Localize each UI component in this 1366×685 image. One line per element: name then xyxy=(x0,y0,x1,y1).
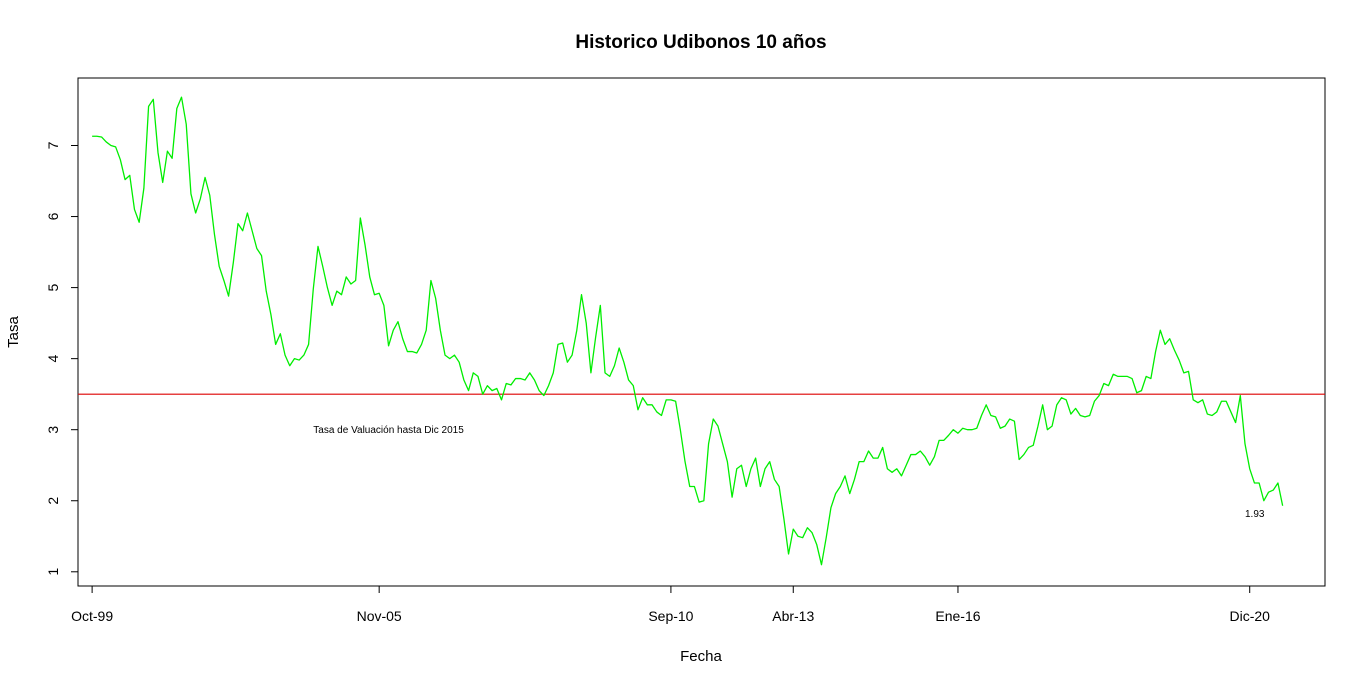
y-tick-label: 7 xyxy=(45,141,61,149)
y-axis-label: Tasa xyxy=(5,316,22,348)
x-tick-label: Nov-05 xyxy=(357,608,402,624)
plot-frame xyxy=(77,77,1326,587)
series-group xyxy=(92,96,1284,566)
x-tick-label: Dic-20 xyxy=(1229,608,1270,624)
y-tick-label: 4 xyxy=(45,355,61,363)
y-tick-label: 6 xyxy=(45,212,61,220)
x-tick-label: Oct-99 xyxy=(71,608,113,624)
x-axis: Oct-99 Nov-05 Sep-10 Abr-13 Ene-16 Dic-20 xyxy=(71,585,1270,624)
y-tick-label: 3 xyxy=(45,426,61,434)
y-tick-label: 2 xyxy=(45,497,61,505)
y-axis: 1 2 3 4 5 6 7 xyxy=(45,141,79,576)
chart-title: Historico Udibonos 10 años xyxy=(575,32,826,53)
x-axis-label: Fecha xyxy=(680,648,722,665)
y-tick-label: 1 xyxy=(45,568,61,576)
y-tick-label: 5 xyxy=(45,283,61,291)
x-tick-label: Ene-16 xyxy=(935,608,980,624)
annotation-text: Tasa de Valuación hasta Dic 2015 xyxy=(313,425,464,436)
annotation-text: 1.93 xyxy=(1245,509,1265,520)
x-tick-label: Sep-10 xyxy=(648,608,693,624)
x-tick-label: Abr-13 xyxy=(772,608,814,624)
series-line xyxy=(92,96,1284,566)
annotations: Tasa de Valuación hasta Dic 2015 1.93 xyxy=(313,425,1265,520)
